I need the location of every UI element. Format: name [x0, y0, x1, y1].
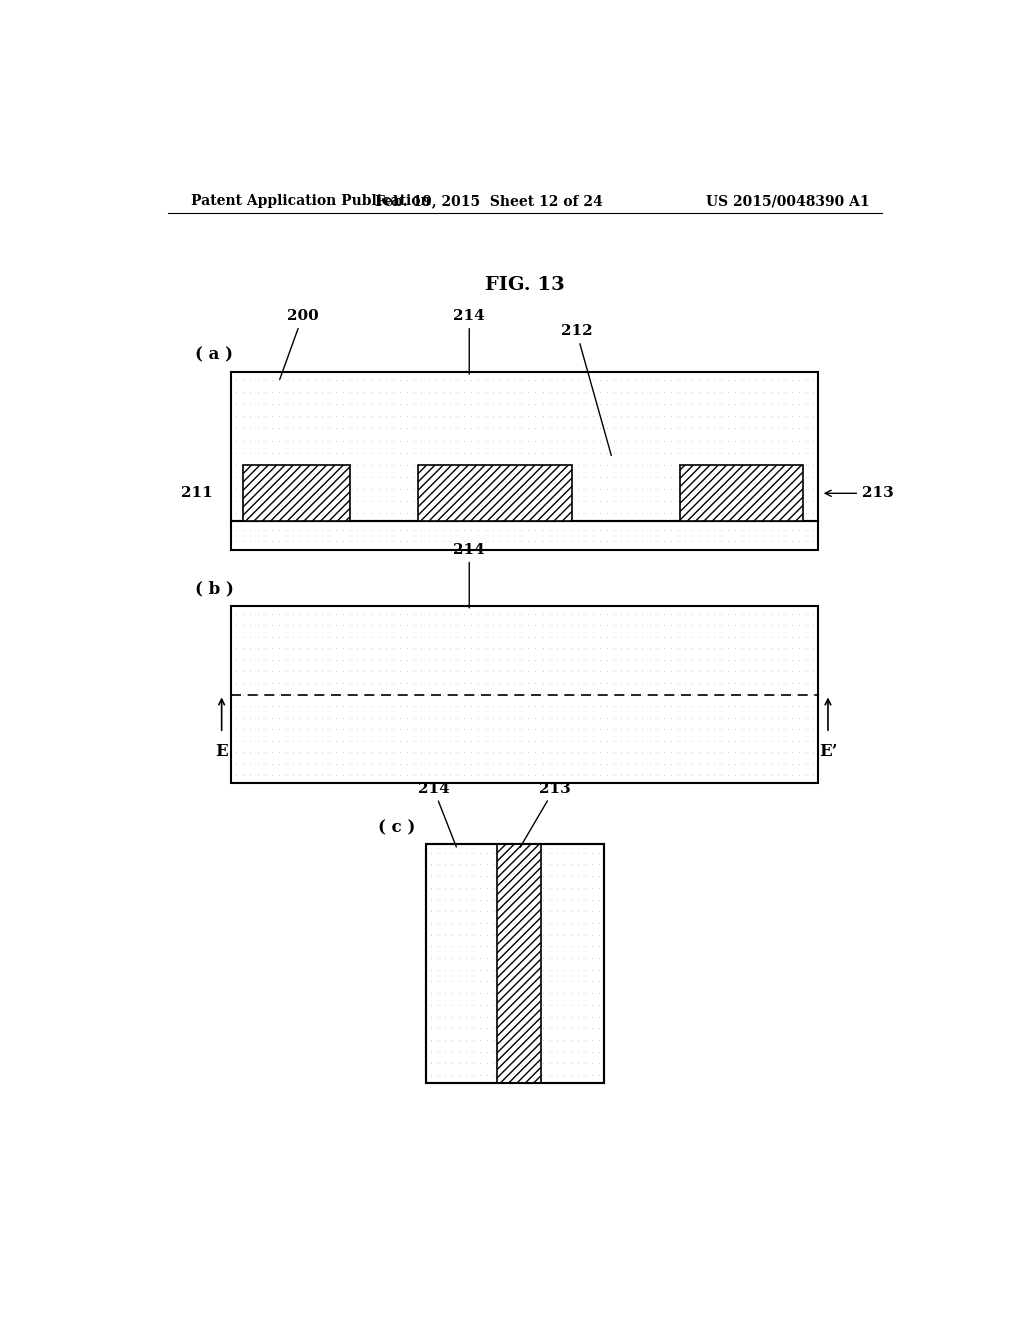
Text: 214: 214	[454, 309, 485, 374]
Text: 200: 200	[280, 309, 318, 379]
Text: Patent Application Publication: Patent Application Publication	[191, 194, 431, 209]
Text: Feb. 19, 2015  Sheet 12 of 24: Feb. 19, 2015 Sheet 12 of 24	[375, 194, 603, 209]
Text: 214: 214	[454, 543, 485, 609]
Text: ( a ): ( a )	[196, 347, 233, 364]
Text: 214: 214	[418, 781, 457, 847]
Bar	[680, 466, 803, 521]
Text: 212: 212	[560, 325, 611, 455]
Bar	[231, 606, 818, 784]
Bar	[418, 466, 572, 521]
Text: E: E	[215, 743, 228, 760]
Text: E’: E’	[819, 743, 838, 760]
Bar	[426, 845, 604, 1084]
Text: 213: 213	[825, 486, 894, 500]
Bar	[426, 845, 604, 1084]
Text: ( c ): ( c )	[378, 820, 416, 837]
Text: US 2015/0048390 A1: US 2015/0048390 A1	[707, 194, 870, 209]
Bar	[497, 845, 541, 1084]
Text: FIG. 13: FIG. 13	[485, 276, 564, 294]
Text: 213: 213	[520, 781, 570, 847]
Bar	[231, 521, 818, 549]
Text: 211: 211	[181, 486, 213, 500]
Bar	[243, 466, 350, 521]
Text: ( b ): ( b )	[196, 581, 234, 598]
Bar	[231, 372, 818, 521]
